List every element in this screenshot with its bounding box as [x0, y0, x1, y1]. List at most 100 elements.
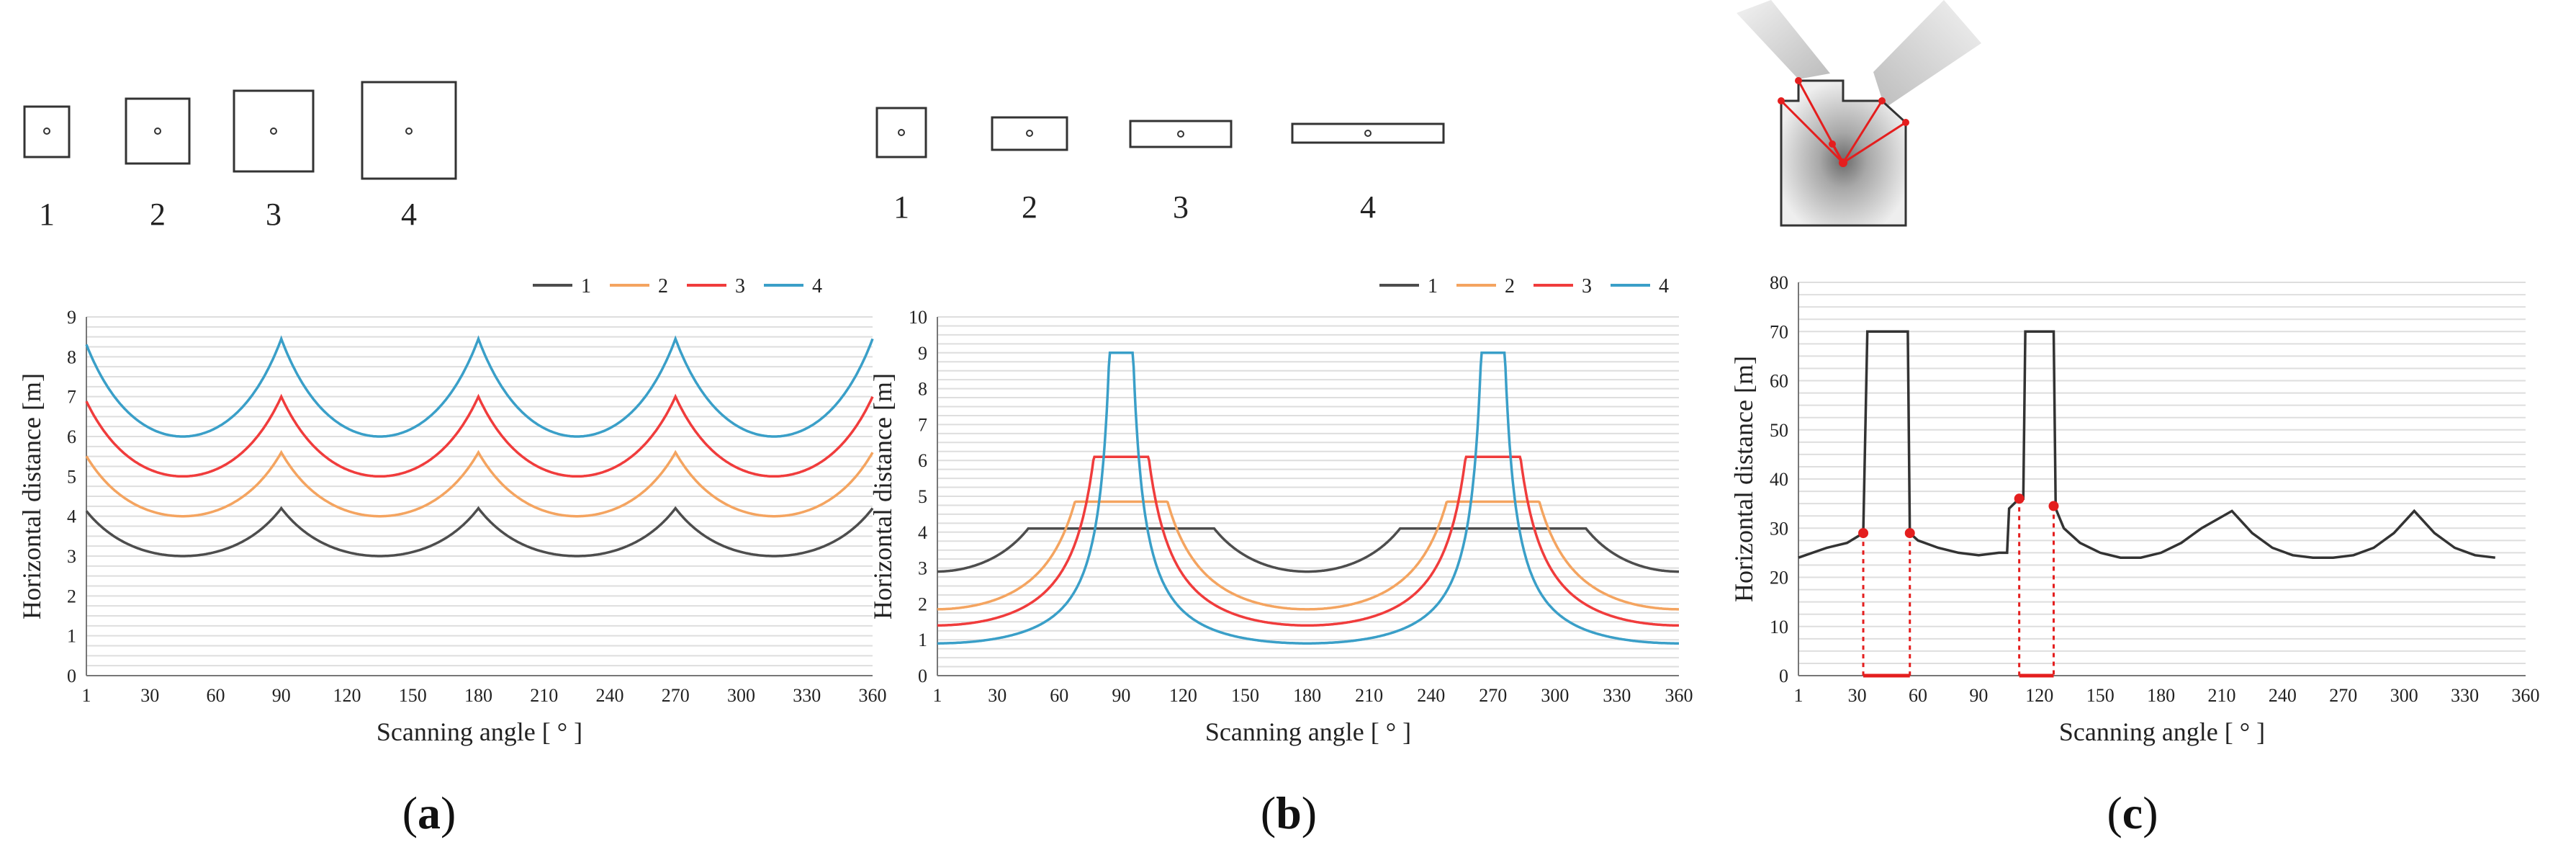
shape-a-2	[125, 97, 191, 165]
y-axis-label: Horizontal distance [m]	[868, 373, 897, 619]
x-axis-label: Scanning angle [ ° ]	[377, 717, 582, 746]
shape-a-label: 3	[266, 197, 282, 232]
x-tick-label: 150	[1231, 685, 1259, 706]
y-tick-label: 50	[1770, 420, 1788, 441]
x-tick-label: 360	[859, 685, 887, 706]
shape-b-label: 2	[1022, 189, 1037, 225]
shape-b-label: 3	[1173, 189, 1189, 225]
x-tick-label: 300	[1541, 685, 1569, 706]
legend-label: 1	[1428, 275, 1438, 297]
panel-label-c: (c)	[2107, 787, 2158, 838]
y-tick-label: 9	[67, 307, 76, 328]
x-tick-label: 270	[2329, 685, 2357, 706]
series-line-2	[937, 500, 1679, 611]
shape-a-label: 4	[401, 197, 417, 232]
x-tick-label: 330	[2451, 685, 2479, 706]
shape-a-4	[361, 81, 457, 180]
x-tick-label: 1	[82, 685, 91, 706]
y-tick-label: 7	[918, 414, 927, 435]
marker-point	[2014, 493, 2025, 504]
scan-cone-right	[1873, 0, 1981, 108]
y-tick-label: 2	[918, 594, 927, 614]
y-tick-label: 10	[1770, 617, 1788, 637]
x-tick-label: 60	[1909, 685, 1927, 706]
shapes-a: 1 2 3 4	[23, 81, 457, 232]
x-tick-label: 330	[1603, 685, 1631, 706]
x-tick-label: 90	[1969, 685, 1988, 706]
scan-rays	[1780, 80, 1906, 164]
x-tick-label: 150	[2086, 685, 2115, 706]
panel-label-b: (b)	[1261, 787, 1317, 838]
x-tick-label: 1	[1794, 685, 1803, 706]
x-axis-label: Scanning angle [ ° ]	[2059, 717, 2265, 746]
marker-point	[1904, 528, 1915, 539]
x-tick-label: 60	[206, 685, 225, 706]
y-tick-label: 40	[1770, 469, 1788, 490]
shape-a-1	[23, 105, 71, 158]
series-line-4	[937, 352, 1679, 645]
x-tick-label: 270	[1479, 685, 1507, 706]
legend-label: 4	[1659, 275, 1669, 297]
x-tick-label: 180	[464, 685, 492, 706]
shape-b-4	[1291, 122, 1445, 144]
sensor-dot	[1364, 130, 1372, 137]
y-tick-label: 80	[1770, 272, 1788, 293]
x-axis-label: Scanning angle [ ° ]	[1205, 717, 1411, 746]
shapes-b: 1 2 3 4	[875, 107, 1445, 225]
legend-b: 1 2 3 4	[1379, 275, 1669, 297]
room-outline	[1780, 79, 1907, 227]
x-tick-label: 30	[140, 685, 159, 706]
x-tick-label: 240	[595, 685, 623, 706]
marker-point	[1858, 528, 1869, 539]
floorplan-c	[1737, 0, 1981, 227]
series-line-2	[85, 449, 874, 518]
chart-c: 0 10 20 30 40 50 60 70 80 1 30 60 90 120 150 180 210 240 2…	[1729, 272, 2540, 746]
x-tick-label: 210	[1355, 685, 1383, 706]
series-line-distance	[1798, 330, 2496, 559]
x-tick-label: 30	[1848, 685, 1867, 706]
y-tick-label: 9	[918, 343, 927, 364]
y-tick-label: 8	[918, 379, 927, 400]
y-tick-label: 6	[67, 426, 76, 447]
x-tick-label: 360	[1665, 685, 1693, 706]
y-tick-label: 0	[67, 666, 76, 686]
x-tick-label: 120	[1169, 685, 1197, 706]
y-tick-label: 3	[918, 558, 927, 579]
sensor-dot	[270, 127, 277, 135]
x-tick-label: 270	[662, 685, 690, 706]
y-tick-label: 20	[1770, 568, 1788, 588]
x-tick-label: 240	[1417, 685, 1445, 706]
series-line-4	[85, 335, 874, 438]
y-tick-label: 10	[909, 307, 927, 328]
sensor-dot	[1177, 130, 1184, 138]
y-tick-label: 3	[67, 546, 76, 567]
y-tick-label: 6	[918, 450, 927, 471]
sensor-dot	[1026, 130, 1033, 137]
x-tick-label: 330	[793, 685, 821, 706]
sensor-dot	[43, 127, 50, 135]
marker-point	[2048, 501, 2059, 511]
x-tick-label: 120	[333, 685, 361, 706]
y-axis-label: Horizontal distance [m]	[1729, 356, 1758, 602]
x-tick-label: 360	[2512, 685, 2540, 706]
x-tick-label: 300	[727, 685, 755, 706]
x-tick-label: 180	[1293, 685, 1321, 706]
y-axis-label: Horizontal distance [m]	[17, 373, 46, 619]
legend-label: 3	[735, 275, 745, 297]
y-tick-label: 2	[67, 586, 76, 606]
shape-a-3	[233, 89, 315, 173]
y-tick-label: 0	[1779, 666, 1788, 686]
y-tick-label: 4	[67, 506, 76, 527]
series-line-1	[85, 506, 874, 558]
shape-b-label: 1	[893, 189, 909, 225]
legend-label: 4	[812, 275, 822, 297]
y-tick-label: 0	[918, 666, 927, 686]
y-tick-label: 60	[1770, 371, 1788, 392]
series-line-1	[937, 527, 1679, 573]
x-tick-label: 210	[2207, 685, 2235, 706]
shape-b-label: 4	[1360, 189, 1376, 225]
x-tick-label: 240	[2269, 685, 2297, 706]
x-tick-label: 90	[272, 685, 291, 706]
x-tick-label: 180	[2147, 685, 2175, 706]
